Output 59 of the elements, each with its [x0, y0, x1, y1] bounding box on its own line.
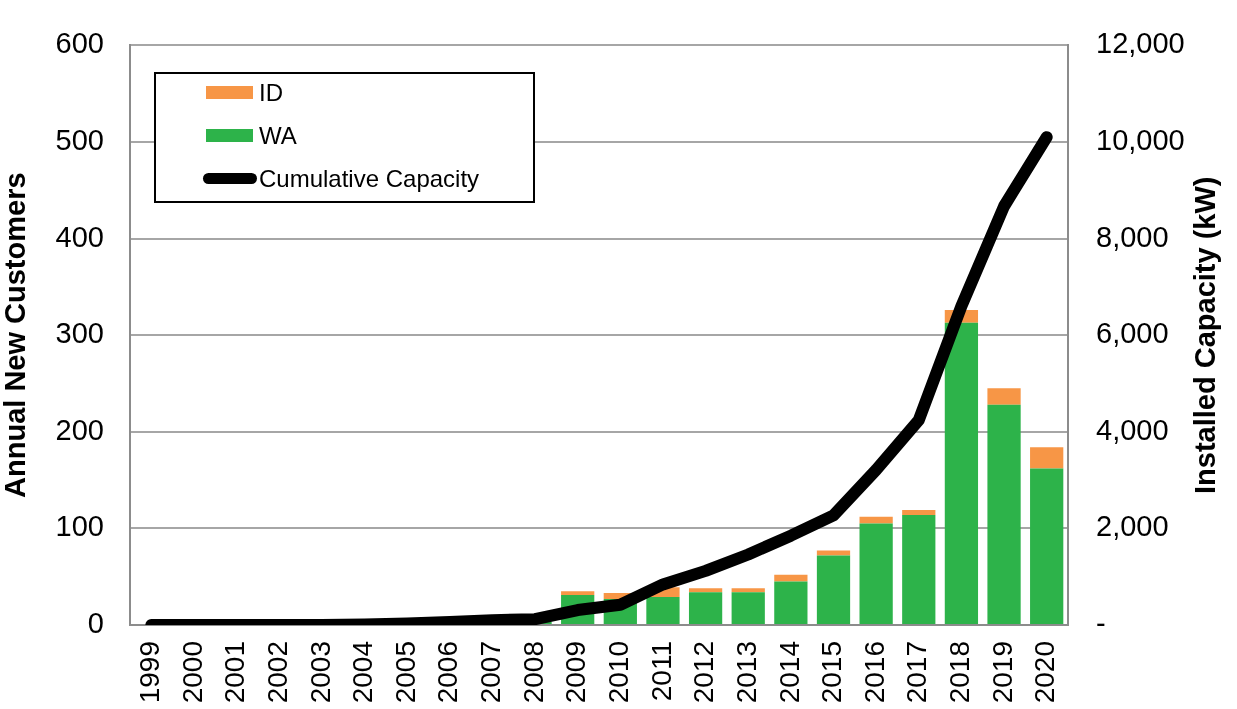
y-tick-label: 500 [55, 124, 104, 156]
x-tick-label: 2018 [944, 641, 976, 704]
bar [731, 592, 765, 624]
y2-tick-label: 8,000 [1096, 220, 1169, 253]
bar [944, 322, 979, 624]
x-tick-label: 2000 [176, 641, 208, 704]
x-tick-label: 2016 [858, 641, 890, 704]
bar [859, 523, 893, 624]
y2-tick-label: 6,000 [1096, 317, 1169, 350]
bar [902, 514, 936, 624]
legend-label: WA [259, 121, 297, 150]
y-tick-label: 100 [55, 510, 104, 543]
y2-tick-label: 4,000 [1096, 413, 1169, 446]
y-tick-label: 200 [55, 413, 104, 446]
x-tick-label: 2002 [261, 641, 293, 704]
bar [774, 581, 808, 624]
x-tick-label: 2005 [389, 641, 421, 704]
bar [859, 516, 893, 524]
bar [731, 588, 765, 593]
y-axis-title: Annual New Customers [0, 172, 32, 498]
x-tick-label: 2011 [645, 641, 677, 702]
x-tick-label: 2006 [432, 641, 464, 704]
y-tick-label: 0 [87, 607, 104, 639]
y2-tick-label: 12,000 [1096, 27, 1185, 60]
x-tick-label: 2009 [560, 641, 592, 704]
x-tick-label: 2003 [304, 641, 336, 704]
y2-tick-label: - [1096, 607, 1106, 639]
bar [774, 574, 808, 582]
bar [646, 596, 680, 624]
bar [902, 510, 936, 515]
x-tick-label: 2004 [347, 641, 379, 704]
bar [1030, 447, 1064, 469]
x-tick-label: 2008 [517, 641, 549, 704]
legend-label: Cumulative Capacity [259, 164, 480, 193]
legend-label: ID [259, 78, 283, 107]
y2-tick-label: 10,000 [1096, 124, 1185, 156]
x-tick-label: 2001 [219, 641, 251, 704]
bar [1030, 468, 1064, 624]
x-tick-label: 1999 [134, 641, 166, 704]
bar [987, 404, 1021, 624]
x-tick-label: 2017 [901, 641, 933, 704]
x-tick-label: 2019 [986, 641, 1018, 704]
x-tick-label: 2014 [773, 641, 805, 704]
bar [688, 588, 723, 593]
y-tick-label: 300 [55, 317, 104, 350]
y-tick-label: 600 [55, 27, 104, 60]
bar [688, 592, 723, 624]
x-tick-label: 2007 [475, 641, 507, 704]
x-tick-label: 2012 [688, 641, 720, 704]
x-tick-label: 2020 [1029, 641, 1061, 704]
bar [561, 591, 595, 596]
y2-tick-label: 2,000 [1096, 510, 1169, 543]
x-tick-label: 2015 [816, 641, 848, 704]
bar [816, 555, 851, 624]
bar [987, 388, 1021, 405]
x-tick-label: 2013 [730, 641, 762, 704]
y-tick-label: 400 [55, 220, 104, 253]
y2-axis-title: Installed Capacity (kW) [1189, 176, 1221, 494]
x-tick-label: 2010 [603, 641, 635, 704]
